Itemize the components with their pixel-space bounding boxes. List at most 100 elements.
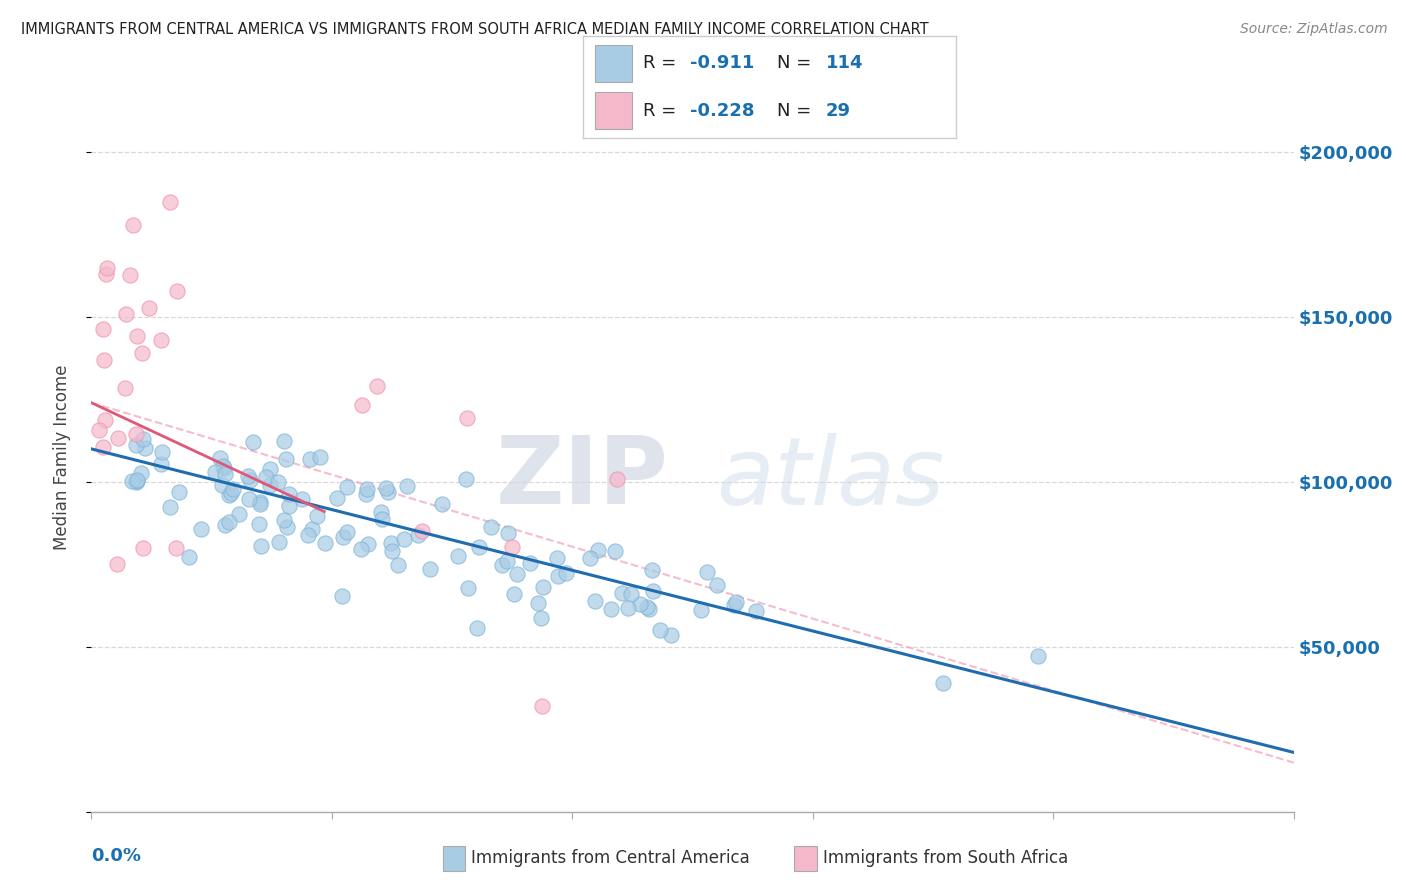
Point	[127, 474, 149, 488]
Point	[326, 491, 349, 505]
Point	[219, 486, 242, 500]
Point	[273, 513, 295, 527]
Point	[190, 523, 212, 537]
Point	[179, 549, 201, 564]
Text: R =: R =	[643, 54, 682, 72]
Point	[122, 218, 145, 232]
Point	[519, 556, 541, 570]
Point	[150, 333, 173, 347]
Point	[456, 472, 478, 486]
Point	[256, 470, 278, 484]
Text: 0.0%: 0.0%	[91, 847, 142, 865]
Point	[159, 500, 181, 514]
Point	[238, 491, 260, 506]
Point	[530, 611, 553, 625]
Point	[336, 524, 359, 539]
Point	[696, 566, 718, 580]
Point	[159, 194, 181, 209]
Point	[124, 427, 146, 442]
Point	[105, 557, 128, 571]
Point	[276, 520, 298, 534]
Point	[554, 566, 576, 581]
Point	[370, 505, 392, 519]
Point	[236, 469, 259, 483]
Point	[297, 527, 319, 541]
Point	[350, 398, 373, 412]
Text: Immigrants from Central America: Immigrants from Central America	[471, 849, 749, 867]
Y-axis label: Median Family Income: Median Family Income	[52, 365, 70, 549]
Point	[430, 497, 453, 511]
Point	[723, 599, 745, 613]
Point	[661, 628, 683, 642]
Point	[419, 562, 441, 576]
Point	[131, 432, 153, 446]
Point	[505, 567, 527, 582]
Point	[127, 473, 149, 487]
Point	[371, 512, 394, 526]
Point	[546, 550, 568, 565]
Point	[690, 603, 713, 617]
Point	[387, 558, 409, 572]
Point	[620, 587, 643, 601]
Point	[259, 477, 281, 491]
Point	[638, 602, 661, 616]
Text: 29: 29	[825, 102, 851, 120]
Point	[583, 594, 606, 608]
Point	[503, 587, 526, 601]
Point	[354, 487, 377, 501]
Point	[380, 536, 402, 550]
Point	[531, 698, 554, 713]
Point	[547, 569, 569, 583]
Point	[291, 491, 314, 506]
Point	[406, 528, 429, 542]
Point	[120, 268, 142, 282]
Point	[724, 595, 747, 609]
Point	[91, 322, 114, 336]
Point	[167, 485, 190, 500]
Point	[222, 482, 245, 496]
Point	[107, 431, 129, 445]
Bar	[595, 92, 631, 129]
Point	[150, 457, 173, 471]
Point	[274, 451, 297, 466]
Point	[465, 621, 488, 635]
Bar	[595, 45, 631, 82]
Point	[273, 434, 295, 448]
Text: N =: N =	[778, 102, 817, 120]
Point	[377, 485, 399, 500]
Point	[366, 378, 388, 392]
Point	[447, 549, 470, 563]
Point	[138, 301, 160, 315]
Point	[531, 580, 554, 594]
Point	[218, 488, 240, 502]
Point	[259, 461, 281, 475]
Point	[603, 543, 626, 558]
Point	[330, 589, 353, 603]
Point	[91, 440, 114, 454]
Point	[498, 525, 520, 540]
Point	[349, 541, 371, 556]
Point	[411, 524, 433, 539]
Text: IMMIGRANTS FROM CENTRAL AMERICA VS IMMIGRANTS FROM SOUTH AFRICA MEDIAN FAMILY IN: IMMIGRANTS FROM CENTRAL AMERICA VS IMMIG…	[21, 22, 929, 37]
Point	[305, 508, 328, 523]
Point	[218, 515, 240, 529]
Text: Immigrants from South Africa: Immigrants from South Africa	[823, 849, 1067, 867]
Point	[250, 540, 273, 554]
Point	[214, 467, 236, 481]
Point	[1026, 648, 1049, 663]
Point	[132, 541, 155, 555]
Point	[336, 479, 359, 493]
Point	[131, 345, 153, 359]
Point	[579, 550, 602, 565]
Point	[479, 519, 502, 533]
Point	[228, 507, 250, 521]
Point	[641, 583, 664, 598]
Point	[93, 352, 115, 367]
Text: -0.228: -0.228	[690, 102, 754, 120]
Point	[165, 541, 187, 556]
Point	[375, 481, 398, 495]
Point	[125, 475, 148, 490]
Point	[249, 495, 271, 509]
Point	[94, 413, 117, 427]
Point	[468, 540, 491, 554]
